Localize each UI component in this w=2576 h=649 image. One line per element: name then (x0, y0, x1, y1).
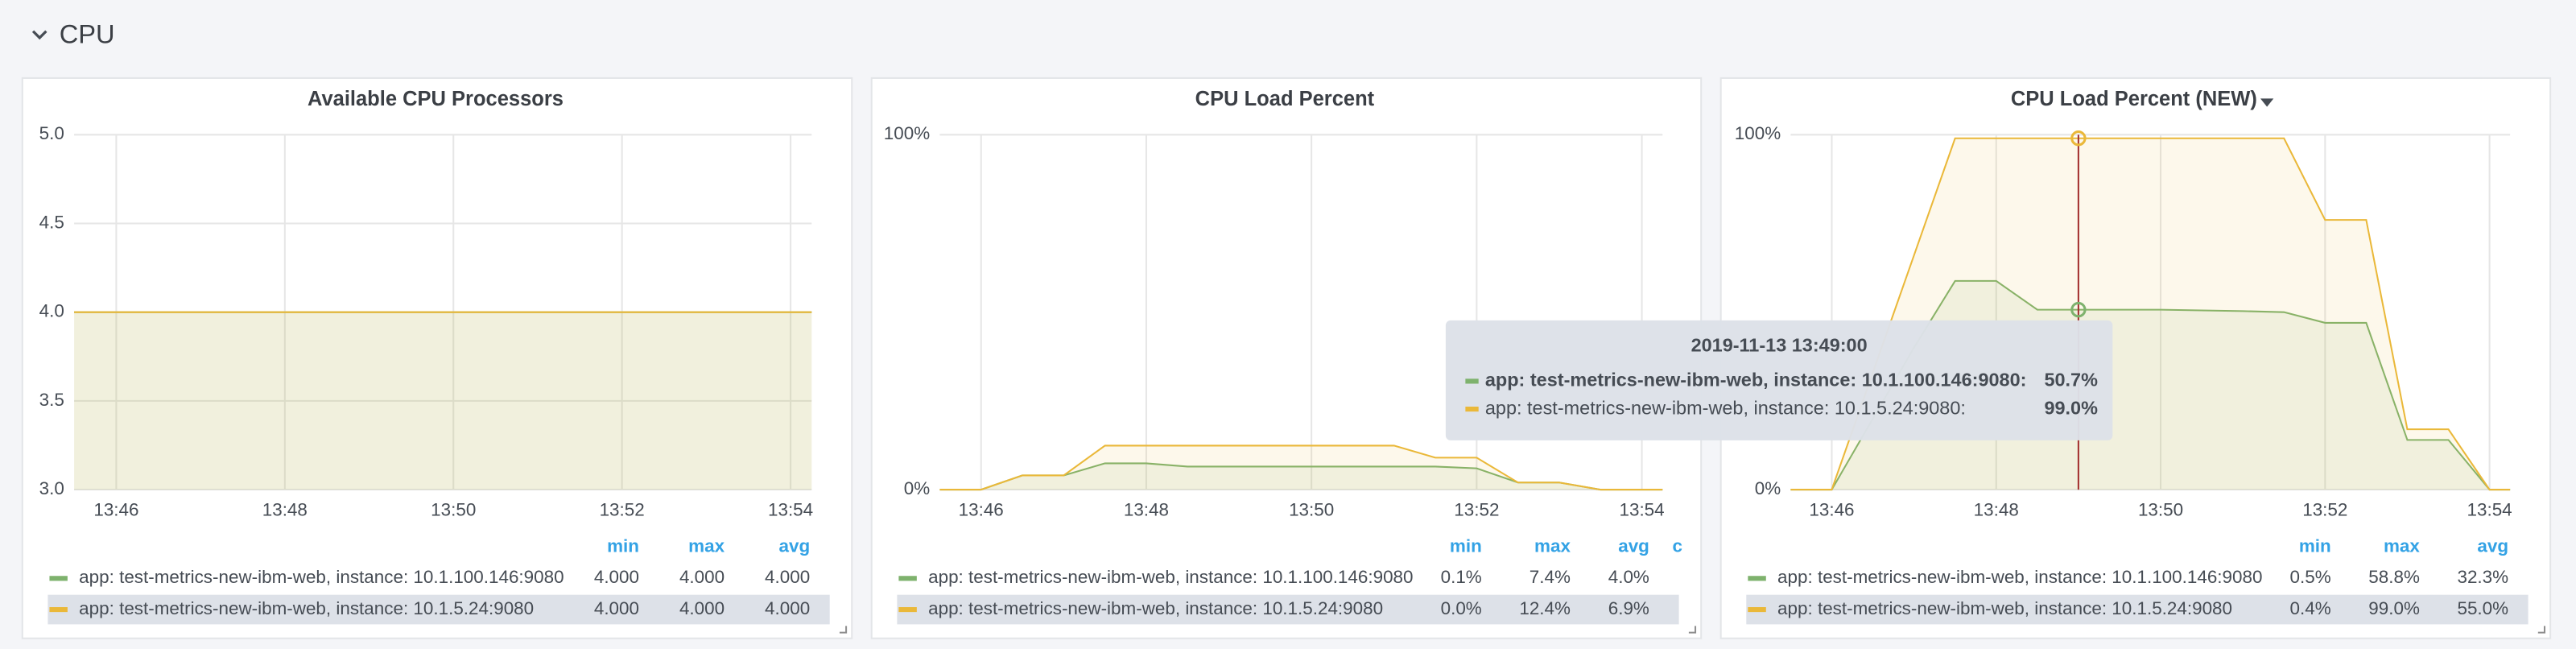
panel-title: Available CPU Processors (308, 88, 564, 110)
section-title[interactable]: CPU (60, 19, 115, 49)
panel-menu-caret[interactable] (2260, 98, 2274, 107)
y-tick-label: 0% (1755, 478, 1781, 498)
legend-value: 0.4% (2290, 598, 2331, 618)
x-tick-label: 13:50 (1289, 500, 1334, 520)
series-area (939, 445, 1663, 490)
legend-value: 58.8% (2368, 567, 2420, 587)
legend-value: 4.000 (594, 598, 639, 618)
legend-value: 32.3% (2457, 567, 2508, 587)
x-tick-label: 13:50 (431, 500, 476, 520)
legend-name: app: test-metrics-new-ibm-web, instance:… (79, 598, 534, 618)
series-line (939, 444, 1663, 491)
x-tick-label: 13:48 (1974, 500, 2019, 520)
y-tick-label: 3.0 (39, 478, 64, 498)
legend-name: app: test-metrics-new-ibm-web, instance:… (79, 567, 564, 587)
legend-header: avg (2477, 535, 2508, 556)
y-tick-label: 3.5 (39, 390, 64, 410)
legend: min max avg c app: test-metrics-new-ibm-web,… (897, 535, 1682, 625)
resize-handle[interactable] (839, 626, 848, 634)
legend-header: avg (1618, 535, 1649, 556)
x-tick-label: 13:52 (600, 500, 645, 520)
legend-name: app: test-metrics-new-ibm-web, instance:… (928, 598, 1383, 618)
x-tick-label: 13:48 (1124, 500, 1169, 520)
legend: min max avg app: test-metrics-new-ibm-web, … (1746, 535, 2529, 625)
legend-value: 0.5% (2290, 567, 2331, 587)
legend-row-highlight (1746, 594, 2529, 625)
legend-name: app: test-metrics-new-ibm-web, instance:… (928, 567, 1413, 587)
legend-value: 0.1% (1441, 567, 1482, 587)
x-tick-label: 13:54 (1620, 500, 1665, 520)
resize-handle[interactable] (2537, 626, 2546, 634)
legend-value: 7.4% (1530, 567, 1571, 587)
x-tick-label: 13:50 (2138, 500, 2183, 520)
legend-name: app: test-metrics-new-ibm-web, instance:… (1777, 567, 2262, 587)
legend-value: 99.0% (2368, 598, 2420, 618)
legend-name: app: test-metrics-new-ibm-web, instance:… (1777, 598, 2232, 618)
legend-row-highlight (47, 594, 830, 625)
series-line (1790, 137, 2511, 491)
x-tick-label: 13:52 (1454, 500, 1499, 520)
legend-value: 6.9% (1608, 598, 1649, 618)
legend-value: 55.0% (2457, 598, 2508, 618)
x-tick-label: 13:48 (262, 500, 308, 520)
legend-value: 4.000 (765, 567, 810, 587)
x-tick-label: 13:46 (93, 500, 138, 520)
legend-header: min (607, 535, 639, 556)
legend-value: 4.000 (594, 567, 639, 587)
panel-title: CPU Load Percent (1195, 88, 1375, 110)
y-tick-label: 5.0 (39, 123, 64, 143)
collapse-chevron[interactable] (31, 30, 47, 40)
legend-value: 4.0% (1608, 567, 1649, 587)
tooltip-title: 2019-11-13 13:49:00 (1691, 335, 1868, 356)
y-tick-label: 100% (1735, 123, 1781, 143)
x-tick-label: 13:54 (768, 500, 813, 520)
hover-point (2070, 301, 2087, 318)
legend-value: 4.000 (679, 598, 724, 618)
tooltip-value: 99.0% (2044, 397, 2098, 418)
y-tick-label: 100% (884, 123, 930, 143)
x-tick-label: 13:54 (2467, 500, 2512, 520)
legend-header: min (2299, 535, 2331, 556)
y-tick-label: 0% (904, 478, 930, 498)
x-tick-label: 13:52 (2302, 500, 2347, 520)
legend-value: 4.000 (679, 567, 724, 587)
legend-value: 4.000 (765, 598, 810, 618)
legend: min max avg app: test-metrics-new-ibm-web, … (47, 535, 830, 625)
legend-value: 0.0% (1441, 598, 1482, 618)
panel (21, 76, 853, 639)
legend-header: max (688, 535, 724, 556)
legend-header: max (1534, 535, 1571, 556)
panel-title[interactable]: CPU Load Percent (NEW) (2011, 88, 2257, 110)
y-tick-label: 4.0 (39, 301, 64, 321)
tooltip-box (1445, 320, 2113, 440)
legend-header: max (2384, 535, 2420, 556)
series-area (74, 312, 812, 490)
legend-header: min (1450, 535, 1482, 556)
tooltip-value: 50.7% (2044, 370, 2098, 391)
legend-row-highlight (897, 594, 1679, 625)
tooltip-label: app: test-metrics-new-ibm-web, instance:… (1485, 370, 2027, 391)
charts: Available CPU Processors 3.0 3.5 4.0 4.5 5.0 1… (39, 88, 2529, 625)
legend-header: avg (779, 535, 811, 556)
legend-header: c (1672, 535, 1682, 556)
series-area (939, 463, 1663, 490)
series-area (74, 312, 812, 490)
tooltip-label: app: test-metrics-new-ibm-web, instance:… (1485, 397, 1966, 418)
x-tick-label: 13:46 (959, 500, 1004, 520)
y-tick-label: 4.5 (39, 212, 64, 232)
hover-point (2070, 130, 2087, 147)
resize-handle[interactable] (1688, 626, 1697, 634)
x-tick-label: 13:46 (1809, 500, 1854, 520)
legend-value: 12.4% (1519, 598, 1571, 618)
